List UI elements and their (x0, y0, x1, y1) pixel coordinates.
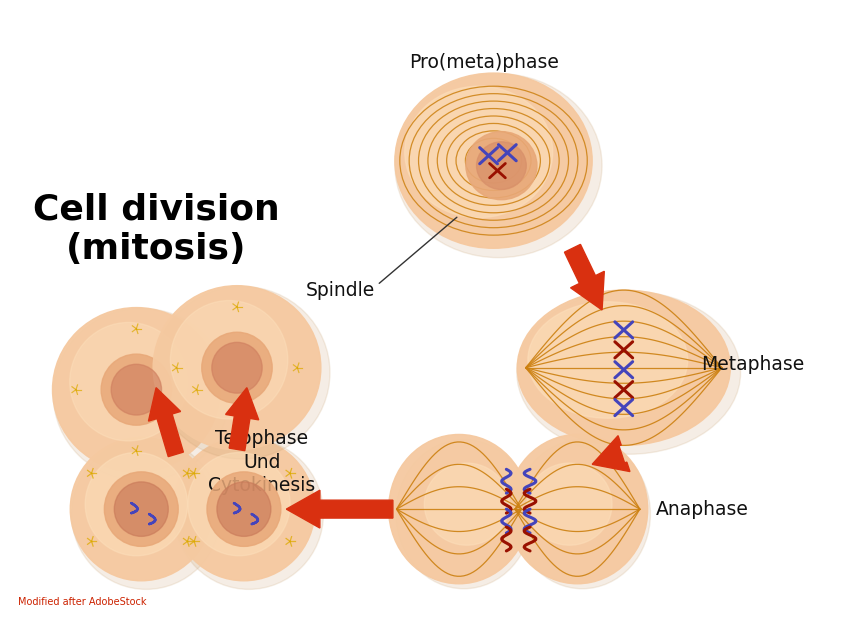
Ellipse shape (114, 482, 168, 537)
Text: Metaphase: Metaphase (701, 355, 804, 374)
Ellipse shape (85, 452, 188, 556)
Ellipse shape (517, 290, 730, 446)
FancyArrow shape (148, 388, 184, 457)
Ellipse shape (405, 86, 553, 218)
Text: Telophase
Und
Cytokinesis: Telophase Und Cytokinesis (208, 429, 315, 495)
Ellipse shape (188, 452, 290, 556)
Ellipse shape (396, 439, 532, 589)
Ellipse shape (154, 286, 330, 459)
Ellipse shape (528, 302, 688, 418)
Ellipse shape (53, 308, 229, 481)
Ellipse shape (71, 439, 221, 589)
Ellipse shape (425, 463, 510, 545)
Text: Spindle: Spindle (305, 281, 375, 300)
FancyArrow shape (226, 388, 259, 451)
Ellipse shape (517, 291, 740, 454)
Ellipse shape (101, 354, 172, 425)
Ellipse shape (389, 434, 529, 584)
Ellipse shape (112, 364, 161, 415)
Ellipse shape (507, 434, 648, 584)
Ellipse shape (105, 472, 178, 547)
Ellipse shape (172, 437, 315, 581)
Text: Anaphase: Anaphase (656, 500, 749, 519)
Text: Modified after AdobeStock: Modified after AdobeStock (18, 597, 147, 607)
Text: Cell division
(mitosis): Cell division (mitosis) (33, 193, 280, 266)
Ellipse shape (207, 472, 281, 547)
Ellipse shape (52, 308, 221, 472)
Ellipse shape (171, 301, 287, 419)
FancyArrow shape (565, 245, 604, 310)
Ellipse shape (466, 132, 537, 200)
Ellipse shape (476, 142, 526, 190)
Ellipse shape (395, 74, 602, 258)
Ellipse shape (174, 439, 323, 589)
FancyArrow shape (592, 436, 630, 472)
Ellipse shape (202, 332, 272, 403)
Ellipse shape (153, 286, 321, 450)
FancyArrow shape (287, 490, 393, 528)
Ellipse shape (69, 323, 187, 441)
Ellipse shape (514, 439, 650, 589)
Ellipse shape (212, 343, 263, 393)
Text: Pro(meta)phase: Pro(meta)phase (408, 53, 559, 72)
Ellipse shape (217, 482, 271, 537)
Ellipse shape (527, 463, 612, 545)
Ellipse shape (70, 437, 212, 581)
Ellipse shape (395, 73, 592, 248)
